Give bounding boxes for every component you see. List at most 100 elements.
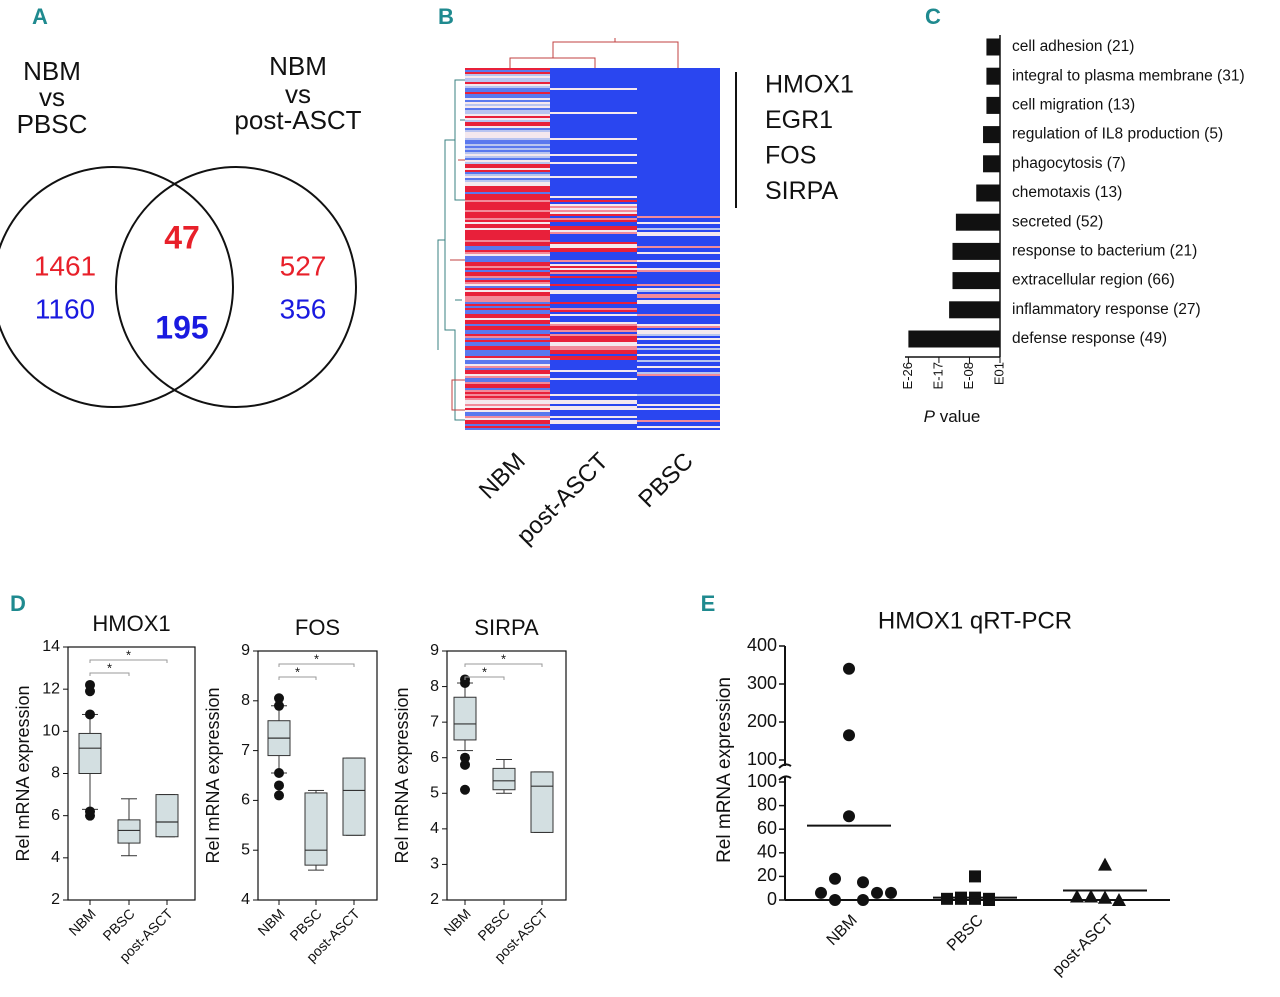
- heatmap-cell: [637, 248, 720, 250]
- heatmap-cell: [465, 330, 550, 332]
- y-tick-label: 200: [747, 711, 777, 731]
- bar-label: chemotaxis (13): [1012, 184, 1122, 201]
- heatmap-cell: [637, 290, 720, 292]
- heatmap-cell: [465, 184, 550, 186]
- y-tick-label: 40: [757, 842, 777, 862]
- heatmap-cell: [465, 176, 550, 178]
- heatmap-cell: [550, 390, 637, 392]
- heatmap-cell: [550, 412, 637, 414]
- y-tick-label: 10: [42, 723, 60, 740]
- set-label: vs: [39, 82, 65, 112]
- heatmap-cell: [465, 410, 550, 412]
- heatmap-cell: [637, 340, 720, 342]
- heatmap-cell: [637, 362, 720, 364]
- heatmap-cell: [637, 394, 720, 396]
- y-axis-title: Rel mRNA expression: [392, 687, 412, 863]
- box: [78, 732, 102, 774]
- heatmap-cell: [465, 312, 550, 314]
- heatmap-cell: [637, 296, 720, 298]
- heatmap-cell: [637, 384, 720, 386]
- heatmap-cell: [637, 352, 720, 354]
- heatmap-cell: [465, 408, 550, 410]
- heatmap-cell: [465, 302, 550, 304]
- heatmap-cell: [465, 400, 550, 402]
- heatmap-cell: [637, 122, 720, 124]
- heatmap-cell: [637, 292, 720, 294]
- heatmap-cell: [550, 234, 637, 236]
- heatmap-cell: [637, 406, 720, 408]
- heatmap-cell: [550, 370, 637, 372]
- heatmap-cell: [465, 334, 550, 336]
- plot-frame: [257, 650, 378, 901]
- heatmap-cell: [465, 136, 550, 138]
- heatmap-cell: [550, 156, 637, 158]
- x-tick-label: E-08: [961, 362, 976, 389]
- outlier: [460, 752, 470, 763]
- heatmap-cell: [637, 172, 720, 174]
- outlier: [460, 759, 470, 770]
- y-tick-label: 6: [430, 749, 439, 766]
- heatmap-cell: [550, 310, 637, 312]
- heatmap-cell: [465, 404, 550, 406]
- heatmap-cell: [550, 90, 637, 92]
- heatmap-cell: [550, 280, 637, 282]
- data-point: [885, 886, 897, 899]
- panel-label: E: [701, 591, 716, 616]
- heatmap-cell: [637, 144, 720, 146]
- heatmap-cell: [550, 224, 637, 226]
- heatmap-cell: [465, 148, 550, 150]
- heatmap-cell: [550, 240, 637, 242]
- heatmap-cell: [550, 296, 637, 298]
- data-point: [941, 892, 953, 905]
- bar-label: defense response (49): [1012, 330, 1167, 347]
- heatmap-cell: [637, 126, 720, 128]
- data-point: [1098, 890, 1112, 904]
- heatmap-cell: [550, 214, 637, 216]
- heatmap-cell: [465, 70, 550, 72]
- heatmap-cell: [637, 108, 720, 110]
- panel-label: D: [10, 591, 26, 616]
- bar-label: extracellular region (66): [1012, 272, 1175, 289]
- heatmap-cell: [550, 174, 637, 176]
- heatmap-cell: [550, 158, 637, 160]
- outlier: [460, 784, 470, 795]
- heatmap-cell: [637, 408, 720, 410]
- heatmap-cell: [637, 196, 720, 198]
- y-tick-label: 100: [747, 771, 777, 791]
- heatmap-cell: [465, 216, 550, 218]
- heatmap-cell: [465, 366, 550, 368]
- heatmap-cell: [637, 188, 720, 190]
- heatmap-cell: [550, 178, 637, 180]
- heatmap-cell: [637, 320, 720, 322]
- heatmap-cell: [465, 118, 550, 120]
- heatmap-cell: [637, 298, 720, 300]
- significance-label: *: [482, 664, 487, 679]
- heatmap-cell: [550, 216, 637, 218]
- heatmap-cell: [465, 322, 550, 324]
- heatmap-cell: [550, 252, 637, 254]
- heatmap-cell: [465, 352, 550, 354]
- heatmap-cell: [465, 278, 550, 280]
- heatmap-cell: [550, 122, 637, 124]
- heatmap-cell: [550, 392, 637, 394]
- data-point: [843, 729, 855, 742]
- heatmap-cell: [637, 80, 720, 82]
- heatmap-cell: [465, 222, 550, 224]
- heatmap-cell: [550, 136, 637, 138]
- heatmap-cell: [465, 72, 550, 74]
- heatmap-cell: [550, 244, 637, 246]
- heatmap-cell: [637, 178, 720, 180]
- heatmap-cell: [550, 140, 637, 142]
- heatmap-cell: [637, 216, 720, 218]
- heatmap-cell: [465, 290, 550, 292]
- heatmap-cell: [550, 120, 637, 122]
- heatmap-cell: [465, 120, 550, 122]
- heatmap-cell: [550, 150, 637, 152]
- heatmap-cell: [550, 228, 637, 230]
- heatmap-cell: [637, 318, 720, 320]
- heatmap-cell: [637, 200, 720, 202]
- heatmap-cell: [550, 278, 637, 280]
- heatmap-cell: [550, 70, 637, 72]
- bar-label: cell adhesion (21): [1012, 38, 1134, 55]
- heatmap-cell: [465, 88, 550, 90]
